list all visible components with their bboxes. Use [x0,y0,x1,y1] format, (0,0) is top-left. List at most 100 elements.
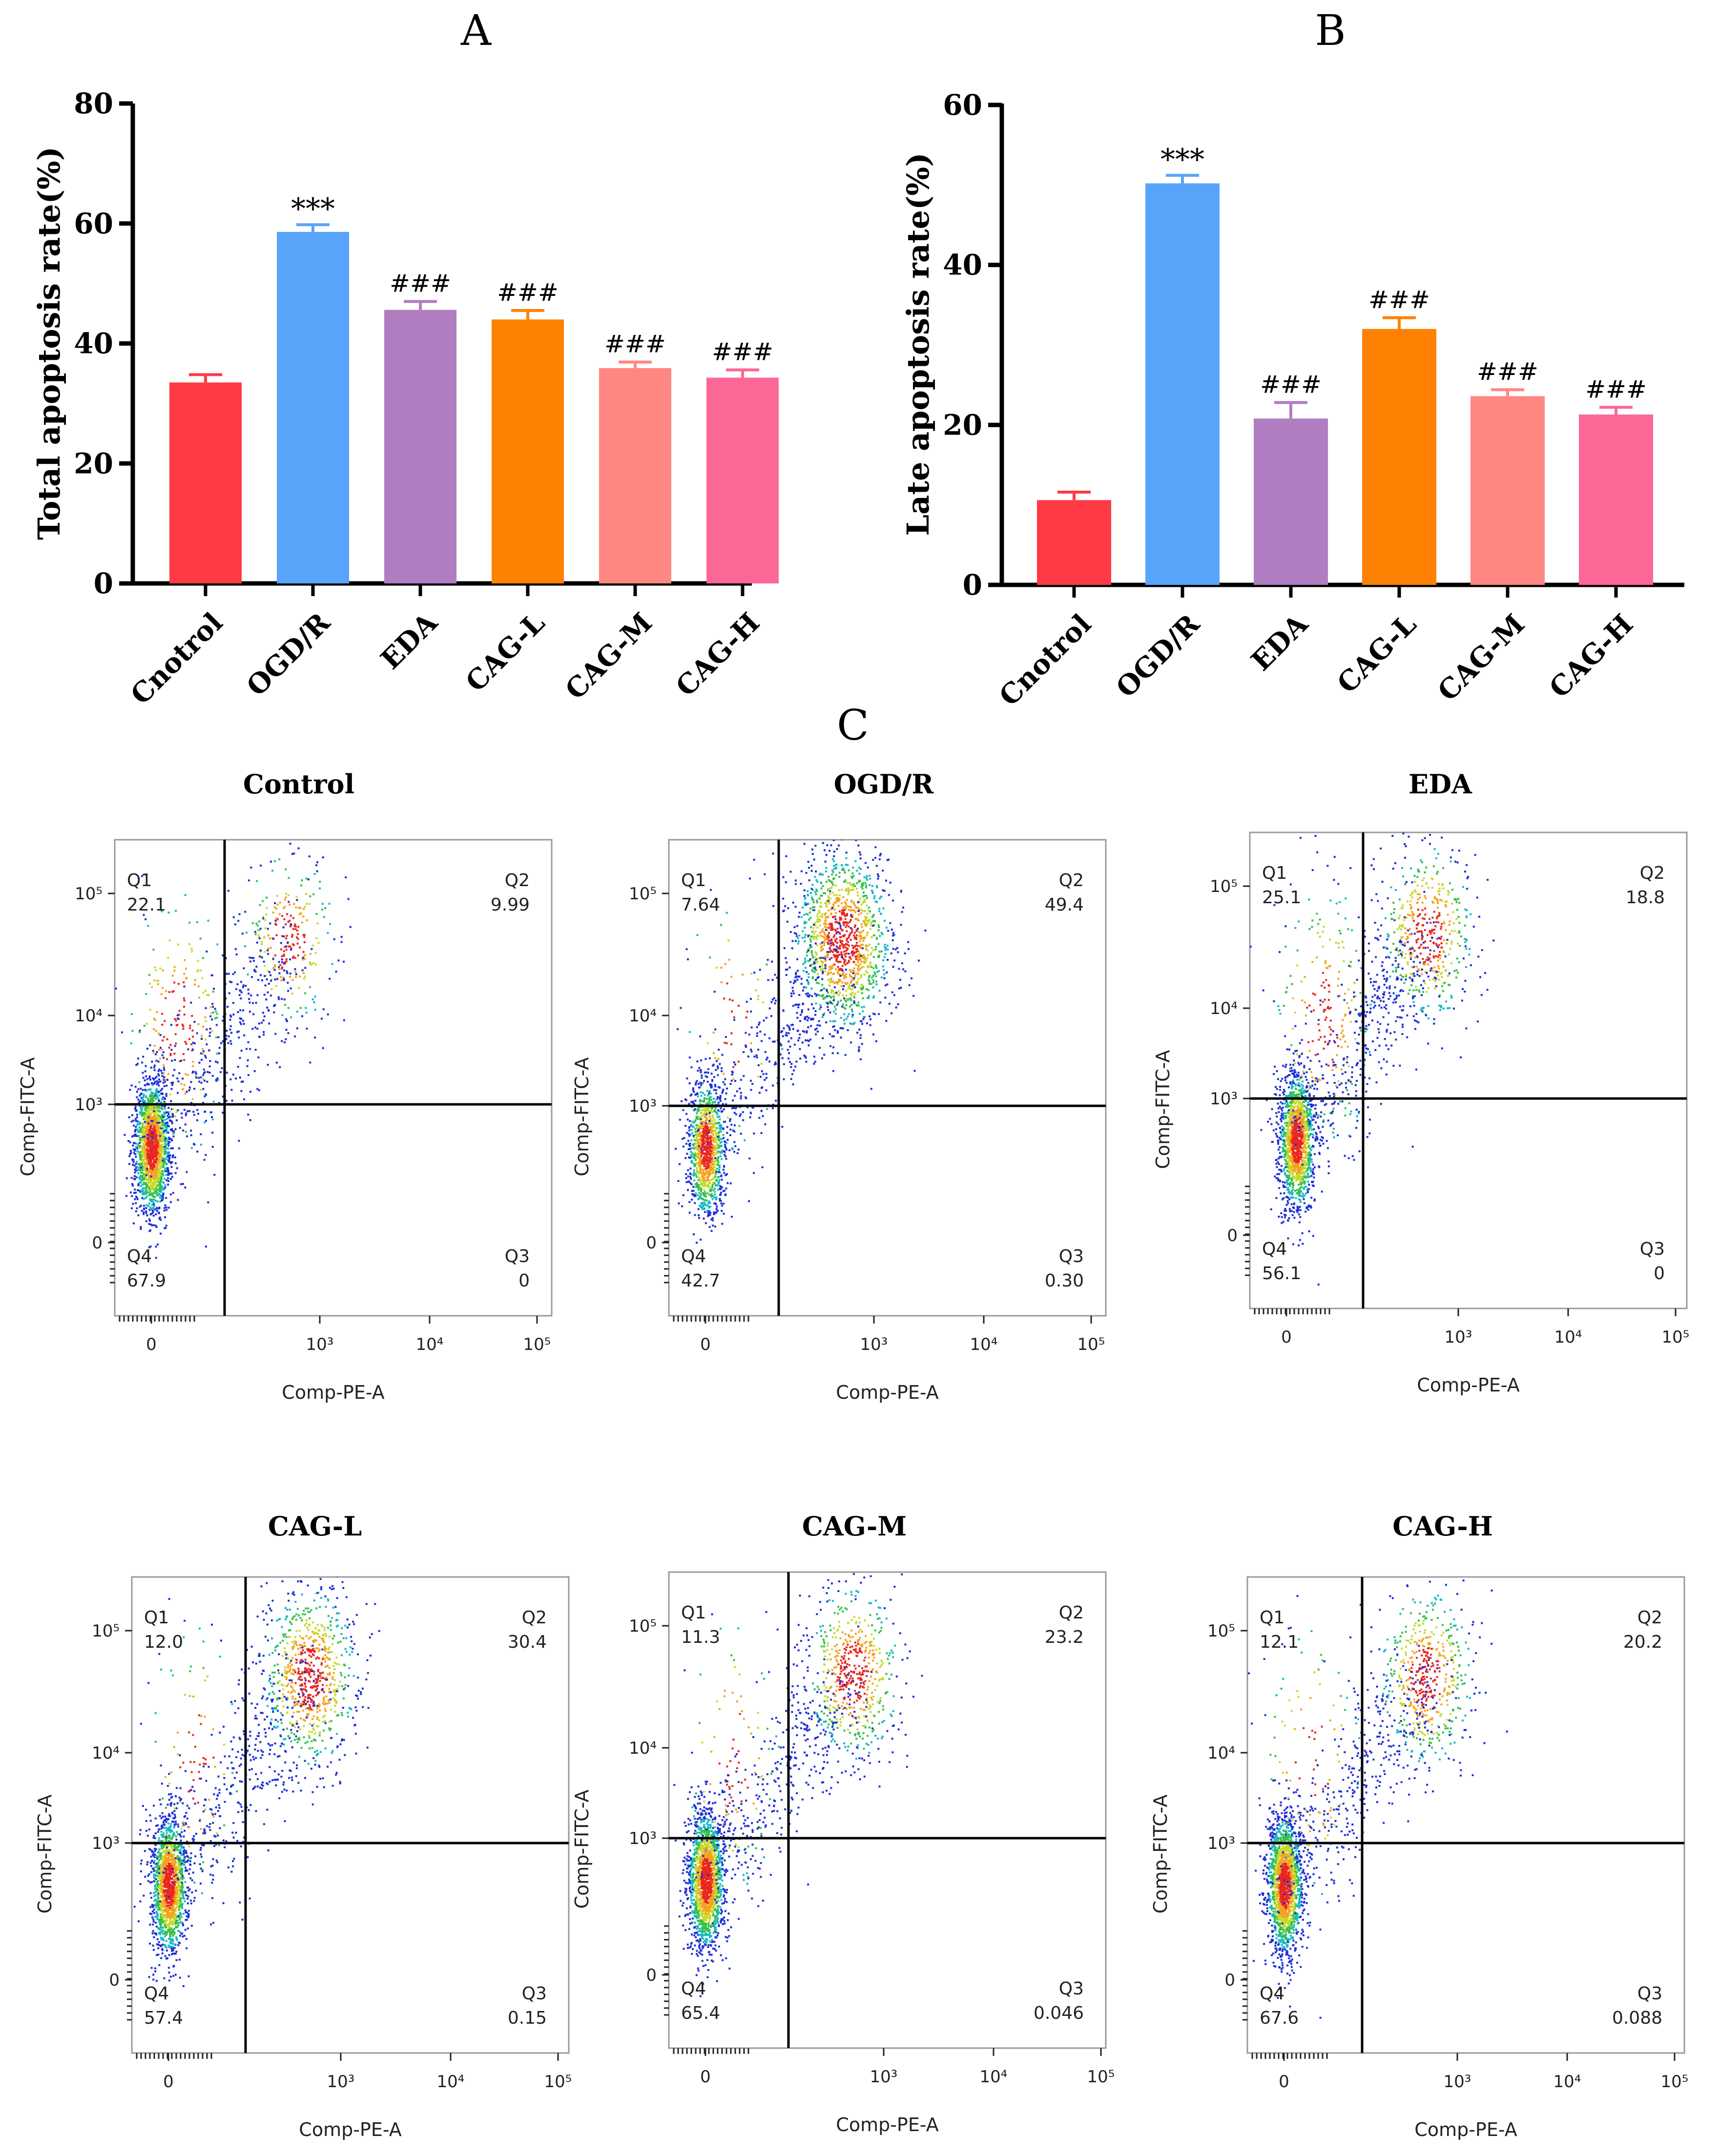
flow-events [133,1577,380,1987]
quadrant-value-q4: 67.9 [127,1271,166,1291]
x-axis-title: Comp-PE-A [1417,1374,1519,1396]
x-axis-title: Comp-PE-A [1414,2119,1517,2140]
quadrant-value-q1: 12.1 [1260,1632,1299,1652]
y-tick-label: 10⁵ [75,884,103,904]
quadrant-value-q3: 0 [1654,1264,1665,1284]
y-tick-label: 10³ [92,1834,120,1853]
x-tick-label: 10⁵ [523,1335,551,1354]
a-ytick-label: 0 [94,567,113,600]
flow-cytometry-plots: Control Q1 22.1 Q2 9.99 Q4 67.9 Q3 0 0 10³ 10⁴ 10⁵ 0 1… [17,768,1689,2140]
y-axis-title: Comp-FITC-A [17,1057,39,1176]
a-annotation-1: *** [291,192,335,226]
quadrant-name-q4: Q4 [1262,1239,1287,1259]
x-tick-label: 10⁴ [970,1335,998,1354]
a-annotation-3: ### [497,278,559,307]
y-tick-label: 10⁴ [92,1743,120,1763]
x-tick-label: 0 [700,2067,711,2087]
a-ytick-label: 60 [74,207,113,240]
flow-plot-2: EDA Q1 25.1 Q2 18.8 Q4 56.1 Q3 0 0 10³ 10⁴ 10⁵ 0 10³ 10… [1152,768,1689,1396]
quadrant-name-q4: Q4 [1260,1984,1284,2004]
a-annotation-5: ### [712,338,773,366]
quadrant-name-q2: Q2 [1059,871,1084,891]
x-tick-label: 0 [700,1335,711,1354]
quadrant-name-q4: Q4 [127,1246,152,1266]
y-axis-title: Comp-FITC-A [571,1789,593,1908]
y-tick-label: 0 [109,1970,120,1990]
quadrant-value-q4: 67.6 [1260,2008,1299,2028]
a-bar-3 [492,319,564,583]
a-xtick-label-2: EDA [374,606,444,676]
y-tick-label: 0 [646,1966,657,1985]
y-tick-label: 10⁴ [1210,999,1238,1018]
y-axis-label-a: Total apoptosis rate(%) [31,146,67,540]
flow-plot-1: OGD/R Q1 7.64 Q2 49.4 Q4 42.7 Q3 0.30 0 10³ 10⁴ 10⁵ 0… [571,768,1107,1403]
quadrant-name-q2: Q2 [1637,1608,1662,1628]
y-axis-title: Comp-FITC-A [1150,1794,1171,1913]
quadrant-name-q1: Q1 [127,871,152,891]
quadrant-value-q3: 0.30 [1045,1271,1084,1291]
b-xtick-label-2: EDA [1245,607,1315,677]
quadrant-value-q4: 65.4 [681,2003,720,2023]
x-tick-label: 10³ [1444,2072,1471,2092]
y-tick-label: 10⁵ [1210,877,1238,896]
y-tick-label: 0 [1227,1226,1238,1245]
quadrant-name-q3: Q3 [522,1984,547,2004]
y-tick-label: 10⁴ [1207,1743,1235,1763]
y-axis-title: Comp-FITC-A [34,1794,56,1913]
quadrant-name-q2: Q2 [522,1608,547,1628]
panel-label-b: B [1315,6,1346,55]
x-tick-label: 10⁵ [1087,2067,1115,2087]
a-annotation-2: ### [390,269,451,297]
panel-label-c: C [837,701,869,750]
quadrant-value-q4: 42.7 [681,1271,720,1291]
a-ytick-label: 80 [74,87,113,120]
b-annotation-3: ### [1368,286,1430,314]
panel-label-a: A [460,6,492,55]
quadrant-name-q3: Q3 [1640,1239,1665,1259]
x-tick-label: 10³ [1445,1327,1472,1347]
quadrant-name-q4: Q4 [681,1246,706,1266]
bar-chart-b: 0 20 40 60 Late apoptosis rate(%) *** ### ###… [900,88,1684,712]
x-tick-label: 10⁵ [1662,1327,1690,1347]
flow-plot-title: Control [243,768,354,800]
quadrant-value-q2: 49.4 [1045,895,1084,915]
b-bar-5 [1579,415,1653,585]
y-tick-label: 10⁵ [92,1621,120,1641]
a-bar-4 [599,368,671,583]
x-tick-label: 10⁴ [980,2067,1008,2087]
b-ytick-label: 0 [963,568,982,601]
b-xtick-label-5: CAG-H [1543,608,1639,704]
b-bar-2 [1254,418,1328,585]
b-ytick-label: 40 [943,249,982,282]
x-axis-title: Comp-PE-A [836,1382,938,1403]
flow-plot-title: OGD/R [834,768,934,800]
flow-events [1250,832,1495,1286]
quadrant-value-q4: 57.4 [144,2008,183,2028]
x-tick-label: 0 [163,2072,174,2092]
b-annotation-5: ### [1585,375,1647,403]
quadrant-value-q2: 30.4 [508,1632,547,1652]
quadrant-name-q1: Q1 [681,871,706,891]
quadrant-name-q1: Q1 [681,1603,706,1623]
a-xtick-label-3: CAG-L [459,606,551,698]
x-axis-title: Comp-PE-A [282,1382,384,1403]
x-axis-title: Comp-PE-A [299,2119,401,2140]
flow-plot-frame [668,839,1107,1317]
a-xtick-label-4: CAG-M [559,606,659,706]
b-xtick-label-0: Cnotrol [993,608,1098,712]
x-tick-label: 0 [1279,2072,1289,2092]
quadrant-name-q4: Q4 [681,1979,706,1999]
x-tick-label: 10⁴ [437,2072,465,2092]
y-tick-label: 10⁵ [629,884,657,904]
quadrant-value-q1: 12.0 [144,1632,183,1652]
b-xtick-label-4: CAG-M [1431,608,1531,707]
x-tick-label: 10⁴ [1554,1327,1582,1347]
quadrant-name-q3: Q3 [1059,1979,1084,1999]
y-axis-title: Comp-FITC-A [571,1057,593,1176]
flow-plot-title: EDA [1408,768,1472,800]
flow-plot-5: CAG-H Q1 12.1 Q2 20.2 Q4 67.6 Q3 0.088 0 10³ 10⁴ 10⁵… [1150,1511,1688,2140]
a-xtick-label-5: CAG-H [670,606,766,703]
quadrant-value-q2: 18.8 [1626,888,1665,908]
quadrant-name-q1: Q1 [1262,863,1287,883]
flow-plot-frame [668,1571,1107,2049]
